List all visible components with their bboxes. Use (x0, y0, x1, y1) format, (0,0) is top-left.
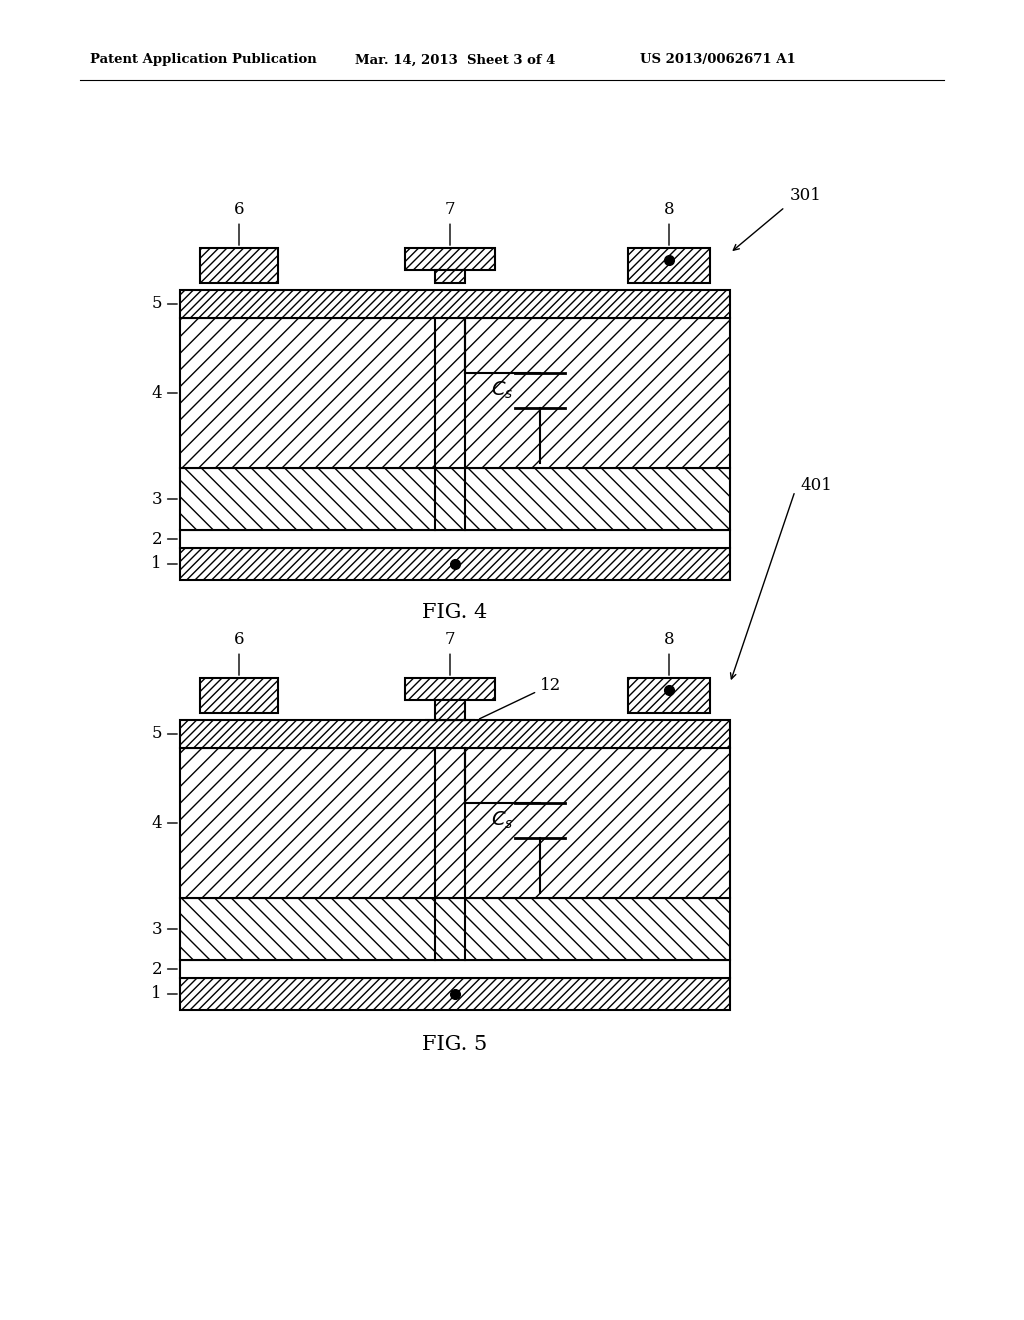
Text: 7: 7 (444, 202, 456, 246)
Text: $C_s$: $C_s$ (490, 379, 513, 401)
Text: US 2013/0062671 A1: US 2013/0062671 A1 (640, 54, 796, 66)
Bar (180, 548, 730, 579)
Text: 1: 1 (152, 556, 177, 573)
Text: 6: 6 (233, 631, 245, 676)
Text: 5: 5 (152, 726, 177, 742)
Bar (180, 748, 730, 898)
Bar (180, 719, 730, 748)
Text: 6: 6 (233, 202, 245, 246)
Text: 3: 3 (152, 920, 177, 937)
Bar (180, 531, 730, 548)
Text: 4: 4 (152, 384, 177, 401)
Bar (200, 678, 278, 713)
Bar (406, 248, 495, 271)
Bar (628, 678, 710, 713)
Bar (435, 700, 465, 719)
Text: 301: 301 (790, 186, 822, 203)
Text: 5: 5 (152, 296, 177, 313)
Text: 8: 8 (664, 202, 675, 246)
Bar (406, 678, 495, 700)
Text: FIG. 5: FIG. 5 (422, 1035, 487, 1055)
Text: 12: 12 (479, 676, 561, 719)
Bar (180, 960, 730, 978)
Text: 1: 1 (152, 986, 177, 1002)
Bar (628, 248, 710, 282)
Text: Patent Application Publication: Patent Application Publication (90, 54, 316, 66)
Bar (435, 271, 465, 282)
Text: FIG. 4: FIG. 4 (422, 602, 487, 622)
Bar (200, 248, 278, 282)
Text: 8: 8 (664, 631, 675, 676)
Bar (180, 290, 730, 318)
Text: 4: 4 (152, 814, 177, 832)
Text: $C_s$: $C_s$ (490, 809, 513, 830)
Bar (180, 898, 730, 960)
Text: 3: 3 (152, 491, 177, 507)
Bar (180, 978, 730, 1010)
Text: 2: 2 (152, 531, 177, 548)
Text: 7: 7 (444, 631, 456, 676)
Bar (180, 318, 730, 469)
Text: 2: 2 (152, 961, 177, 978)
Text: 401: 401 (800, 478, 831, 495)
Bar (180, 469, 730, 531)
Text: Mar. 14, 2013  Sheet 3 of 4: Mar. 14, 2013 Sheet 3 of 4 (355, 54, 555, 66)
